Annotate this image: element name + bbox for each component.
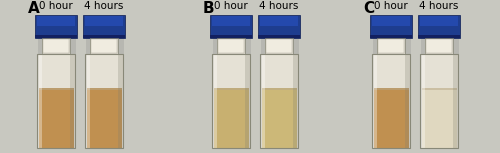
Bar — [421, 16, 459, 149]
Bar — [85, 54, 123, 148]
Bar — [42, 38, 70, 54]
Bar — [372, 54, 410, 148]
Bar — [90, 38, 118, 54]
Bar — [38, 54, 42, 148]
Bar — [374, 88, 408, 148]
Bar — [86, 16, 124, 149]
Bar — [422, 88, 456, 148]
Text: B: B — [203, 1, 214, 16]
Bar — [265, 38, 293, 54]
Bar — [405, 54, 409, 148]
Bar — [372, 16, 410, 26]
Bar — [370, 15, 412, 38]
Bar — [38, 88, 74, 90]
Text: 0 hour: 0 hour — [39, 1, 73, 11]
Bar — [258, 15, 300, 38]
Bar — [217, 38, 245, 54]
Bar — [260, 54, 298, 148]
Text: 0 hour: 0 hour — [374, 1, 408, 11]
Bar — [210, 35, 252, 38]
Bar — [420, 54, 458, 148]
Bar — [83, 15, 125, 38]
Bar — [374, 88, 408, 90]
Bar — [425, 38, 453, 54]
Bar — [38, 16, 76, 149]
Bar — [245, 54, 249, 148]
Bar — [266, 39, 292, 53]
Bar — [213, 16, 251, 149]
Bar — [118, 54, 122, 148]
Bar — [86, 54, 122, 88]
Bar — [217, 38, 245, 54]
Text: 4 hours: 4 hours — [84, 1, 124, 11]
Bar — [213, 54, 216, 148]
Bar — [426, 39, 452, 53]
Bar — [43, 39, 69, 53]
Bar — [70, 54, 74, 148]
Bar — [420, 54, 458, 148]
Bar — [212, 54, 250, 148]
Bar — [37, 54, 75, 148]
Bar — [453, 54, 457, 148]
Bar — [293, 54, 297, 148]
Bar — [258, 35, 300, 38]
Bar — [212, 54, 250, 148]
Bar — [86, 54, 90, 148]
Bar — [218, 39, 244, 53]
Bar — [35, 35, 77, 38]
Bar — [37, 54, 75, 148]
Bar — [85, 16, 123, 26]
Bar — [35, 15, 77, 38]
Bar — [260, 54, 298, 148]
Text: 0 hour: 0 hour — [214, 1, 248, 11]
Bar — [38, 54, 74, 88]
Bar — [373, 54, 376, 148]
Bar — [425, 38, 453, 54]
Bar — [42, 38, 70, 54]
Bar — [210, 15, 252, 38]
Bar — [261, 54, 264, 148]
Bar — [260, 16, 298, 26]
Bar — [214, 54, 248, 88]
Bar — [86, 88, 122, 148]
Text: C: C — [363, 1, 374, 16]
Bar — [421, 54, 424, 148]
Text: A: A — [28, 1, 40, 16]
Bar — [262, 54, 296, 88]
Bar — [265, 38, 293, 54]
Bar — [262, 88, 296, 148]
Text: 4 hours: 4 hours — [420, 1, 459, 11]
Bar — [261, 16, 299, 149]
Bar — [91, 39, 117, 53]
Bar — [372, 54, 410, 148]
Bar — [83, 35, 125, 38]
Bar — [37, 16, 75, 26]
Bar — [262, 88, 296, 90]
Bar — [377, 38, 405, 54]
Bar — [212, 16, 250, 26]
Bar — [90, 38, 118, 54]
Bar — [38, 88, 74, 148]
Bar — [373, 16, 411, 149]
Text: 4 hours: 4 hours — [260, 1, 298, 11]
Bar — [374, 54, 408, 88]
Bar — [378, 39, 404, 53]
Bar — [418, 15, 460, 38]
Bar — [422, 54, 456, 88]
Bar — [86, 88, 122, 90]
Bar — [214, 88, 248, 148]
Bar — [422, 88, 456, 90]
Bar — [214, 88, 248, 90]
Bar — [420, 16, 458, 26]
Bar — [85, 54, 123, 148]
Bar — [370, 35, 412, 38]
Bar — [377, 38, 405, 54]
Bar — [418, 35, 460, 38]
